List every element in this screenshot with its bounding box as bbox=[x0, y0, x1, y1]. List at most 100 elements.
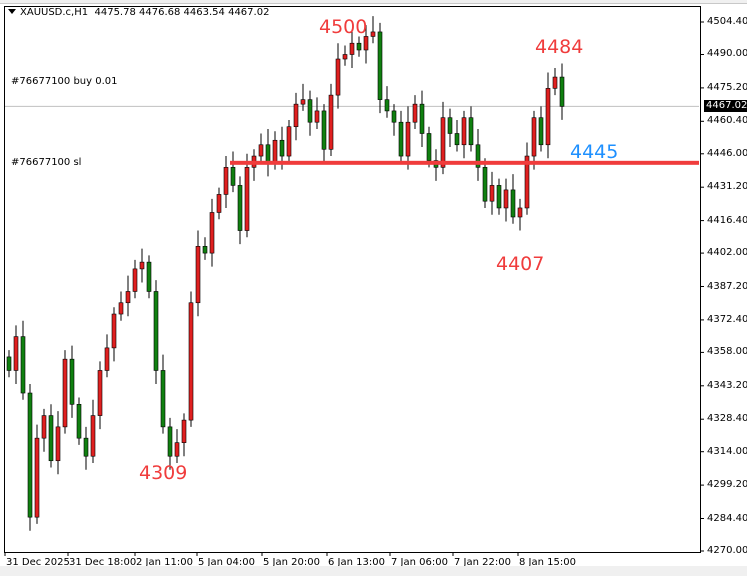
candle-body bbox=[538, 117, 544, 146]
symbol-name: XAUUSD.c,H1 bbox=[20, 7, 89, 18]
candle-body bbox=[475, 144, 481, 168]
candle-body bbox=[244, 167, 250, 231]
candle-body bbox=[524, 155, 530, 209]
candle-body bbox=[76, 404, 82, 439]
candle-body bbox=[279, 139, 285, 157]
bottom-edge bbox=[0, 566, 747, 576]
candle-body bbox=[419, 103, 425, 134]
x-tick-label: 6 Jan 13:00 bbox=[328, 557, 385, 568]
annotation-low: 4309 bbox=[139, 462, 188, 484]
top-toolbar-edge bbox=[0, 0, 747, 4]
candle-body bbox=[531, 117, 537, 157]
candle-body bbox=[461, 117, 467, 146]
annotation-right-low: 4407 bbox=[496, 253, 545, 275]
dropdown-triangle-icon[interactable] bbox=[8, 9, 16, 14]
candle-body bbox=[139, 261, 145, 270]
candle-body bbox=[181, 419, 187, 443]
candle-body bbox=[34, 437, 40, 518]
candle-body bbox=[111, 313, 117, 349]
candle-body bbox=[314, 110, 320, 123]
y-tick-label: 4460.40 bbox=[707, 115, 747, 127]
ohlc-values: 4475.78 4476.68 4463.54 4467.02 bbox=[94, 7, 270, 18]
y-tick-label: 4475.20 bbox=[707, 81, 747, 93]
current-price-tag: 4467.02 bbox=[704, 100, 747, 112]
candle-body bbox=[195, 246, 201, 304]
candle-body bbox=[377, 31, 383, 100]
candle-body bbox=[258, 144, 264, 157]
candle-body bbox=[167, 426, 173, 457]
candle-body bbox=[62, 358, 68, 428]
candle-body bbox=[286, 126, 292, 157]
stop-loss-label: #76677100 sl bbox=[11, 157, 82, 168]
x-tick-label: 2 Jan 11:00 bbox=[136, 557, 193, 568]
annotation-right-high: 4484 bbox=[535, 36, 584, 58]
y-tick-label: 4387.20 bbox=[707, 280, 747, 292]
candle-body bbox=[90, 415, 96, 457]
candle-body bbox=[55, 426, 61, 462]
candle-body bbox=[160, 370, 166, 428]
y-tick-label: 4431.20 bbox=[707, 181, 747, 193]
candle-body bbox=[125, 291, 131, 304]
candle-body bbox=[132, 268, 138, 292]
y-tick-label: 4446.00 bbox=[707, 147, 747, 159]
candle-body bbox=[174, 442, 180, 457]
annotation-level: 4445 bbox=[570, 141, 619, 163]
candle-body bbox=[496, 185, 502, 209]
candle-body bbox=[384, 99, 390, 112]
candle-body bbox=[202, 246, 208, 254]
candle-body bbox=[27, 392, 33, 518]
y-tick-label: 4490.00 bbox=[707, 48, 747, 60]
candle-body bbox=[468, 117, 474, 146]
candle-body bbox=[482, 167, 488, 202]
candle-body bbox=[489, 185, 495, 202]
candle-body bbox=[153, 291, 159, 371]
candle-body bbox=[265, 144, 271, 164]
candle-body bbox=[398, 121, 404, 157]
candle-body bbox=[272, 139, 278, 164]
y-tick-label: 4270.00 bbox=[707, 545, 747, 556]
candle-body bbox=[328, 94, 334, 150]
candle-body bbox=[517, 207, 523, 218]
candle-body bbox=[391, 110, 397, 123]
annotation-high: 4500 bbox=[319, 16, 368, 38]
candle-body bbox=[349, 42, 355, 55]
candle-body bbox=[223, 167, 229, 195]
candle-body bbox=[41, 415, 47, 439]
y-tick-label: 4299.20 bbox=[707, 479, 747, 491]
symbol-header: XAUUSD.c,H1 4475.78 4476.68 4463.54 4467… bbox=[8, 7, 269, 18]
y-tick-label: 4358.00 bbox=[707, 346, 747, 358]
y-tick-label: 4314.00 bbox=[707, 445, 747, 457]
candle-body bbox=[104, 347, 110, 371]
candle-body bbox=[237, 185, 243, 231]
candle-body bbox=[118, 302, 124, 315]
candle-body bbox=[13, 336, 19, 371]
candle-body bbox=[293, 103, 299, 128]
candle-body bbox=[20, 336, 26, 394]
chart-area[interactable] bbox=[4, 6, 701, 553]
x-tick-label: 8 Jan 15:00 bbox=[519, 557, 576, 568]
candle-body bbox=[440, 117, 446, 168]
candle-body bbox=[6, 356, 12, 371]
y-tick-label: 4416.40 bbox=[707, 214, 747, 226]
support-level-line bbox=[230, 160, 699, 165]
candle-body bbox=[335, 58, 341, 96]
candle-body bbox=[454, 133, 460, 146]
y-tick-label: 4504.40 bbox=[707, 16, 747, 27]
candle-body bbox=[300, 99, 306, 105]
y-tick-label: 4284.40 bbox=[707, 512, 747, 524]
candle-body bbox=[552, 76, 558, 89]
candle-body bbox=[559, 76, 565, 107]
candle-body bbox=[510, 189, 516, 218]
candle-body bbox=[230, 167, 236, 186]
candle-body bbox=[363, 36, 369, 51]
y-tick-label: 4328.40 bbox=[707, 413, 747, 425]
y-tick-label: 4343.20 bbox=[707, 379, 747, 391]
candle-body bbox=[426, 133, 432, 161]
candle-body bbox=[447, 117, 453, 134]
candle-body bbox=[97, 370, 103, 416]
candle-body bbox=[321, 110, 327, 150]
x-tick-label: 31 Dec 18:00 bbox=[69, 557, 137, 568]
candle-body bbox=[342, 54, 348, 60]
x-tick-label: 7 Jan 22:00 bbox=[454, 557, 511, 568]
